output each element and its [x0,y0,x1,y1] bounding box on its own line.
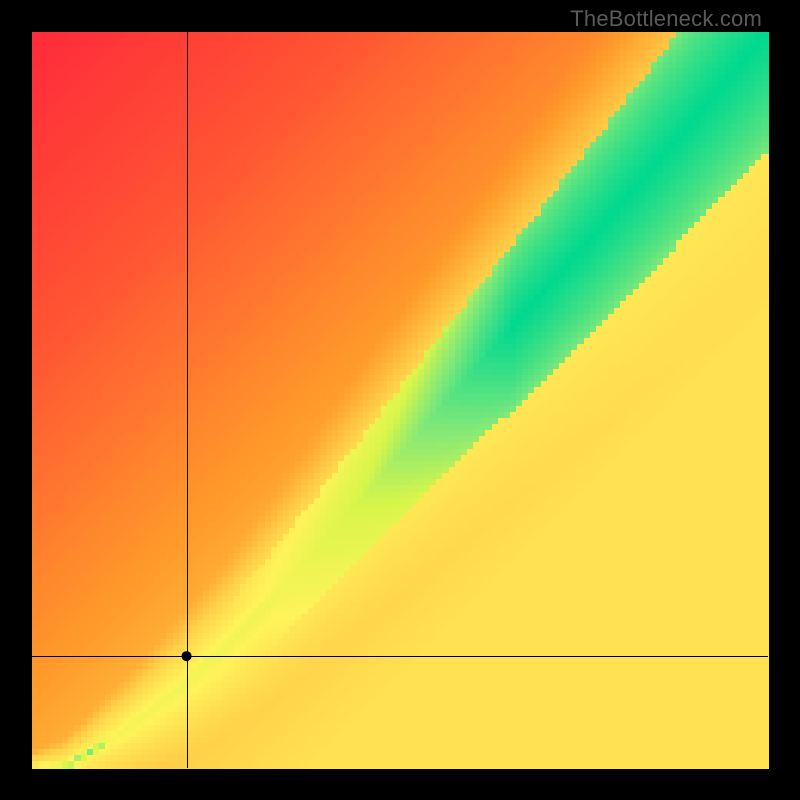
chart-container: TheBottleneck.com [0,0,800,800]
heatmap-canvas [0,0,800,800]
watermark-label: TheBottleneck.com [570,6,762,32]
